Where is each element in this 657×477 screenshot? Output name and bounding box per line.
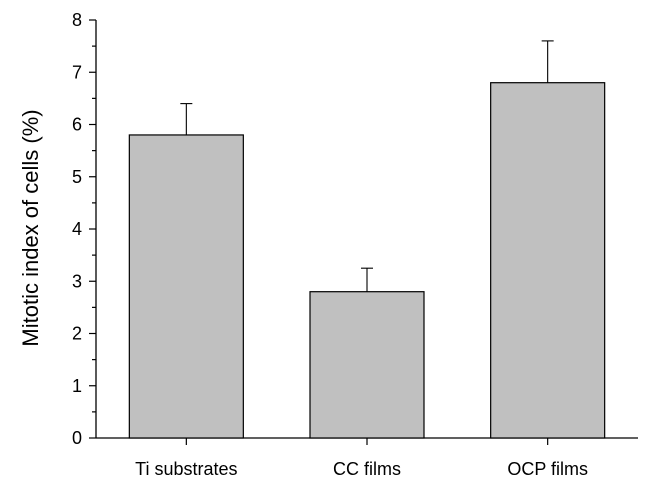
y-tick-label: 5 bbox=[72, 167, 82, 187]
y-tick-label: 8 bbox=[72, 10, 82, 30]
x-category-label: Ti substrates bbox=[135, 459, 237, 477]
y-tick-label: 2 bbox=[72, 324, 82, 344]
y-axis-title-group: Mitotic index of cells (%) bbox=[18, 109, 43, 346]
bar bbox=[128, 134, 244, 439]
y-tick-label: 4 bbox=[72, 219, 82, 239]
y-tick-label: 7 bbox=[72, 62, 82, 82]
bar bbox=[490, 82, 606, 439]
y-tick-label: 6 bbox=[72, 115, 82, 135]
bar bbox=[309, 291, 425, 439]
plot-area: 0 1 2 3 4 5 6 7 8 Ti substrates CC films OCP films bbox=[72, 10, 638, 477]
x-category-label: CC films bbox=[333, 459, 401, 477]
y-axis-title: Mitotic index of cells (%) bbox=[18, 109, 43, 346]
y-tick-label: 1 bbox=[72, 376, 82, 396]
y-tick-label: 0 bbox=[72, 428, 82, 448]
x-category-label: OCP films bbox=[507, 459, 588, 477]
y-tick-label: 3 bbox=[72, 271, 82, 291]
